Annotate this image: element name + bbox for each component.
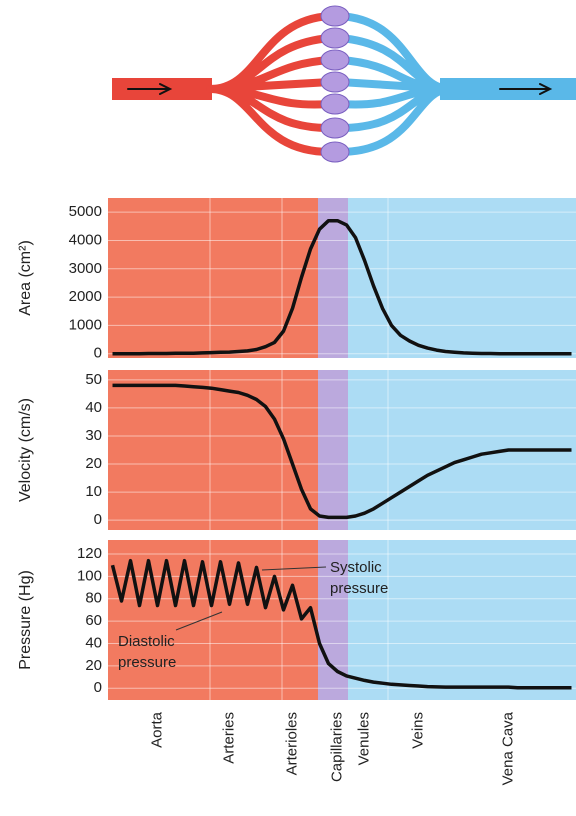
y-tick-label: 2000 bbox=[69, 288, 102, 305]
y-tick-label: 20 bbox=[85, 657, 102, 674]
capillary-beds bbox=[321, 6, 349, 162]
y-tick-label: 4000 bbox=[69, 231, 102, 248]
artery-branches bbox=[210, 16, 330, 152]
x-tick-label: Venules bbox=[355, 712, 372, 765]
y-tick-label: 80 bbox=[85, 590, 102, 607]
y-tick-label: 1000 bbox=[69, 316, 102, 333]
y-tick-label: 50 bbox=[85, 371, 102, 388]
y-tick-label: 30 bbox=[85, 427, 102, 444]
x-tick-label: Arterioles bbox=[283, 712, 300, 775]
vessel-illustration bbox=[112, 6, 576, 162]
vein-branches bbox=[340, 16, 450, 152]
y-tick-label: 120 bbox=[77, 545, 102, 562]
y-tick-label: 0 bbox=[94, 345, 102, 362]
annotation: Systolic bbox=[330, 559, 382, 576]
y-tick-label: 100 bbox=[77, 567, 102, 584]
region-background bbox=[348, 540, 576, 700]
x-tick-label: Aorta bbox=[148, 711, 165, 748]
x-tick-label: Capillaries bbox=[328, 712, 345, 782]
y-axis-label: Velocity (cm/s) bbox=[17, 398, 34, 502]
y-tick-label: 20 bbox=[85, 455, 102, 472]
annotation: Diastolic bbox=[118, 633, 175, 650]
x-tick-label: Veins bbox=[409, 712, 426, 749]
y-tick-label: 10 bbox=[85, 483, 102, 500]
x-tick-label: Vena Cava bbox=[499, 711, 516, 785]
y-tick-label: 0 bbox=[94, 511, 102, 528]
y-axis-label: Pressure (Hg) bbox=[17, 570, 34, 670]
region-background bbox=[318, 370, 348, 530]
y-tick-label: 5000 bbox=[69, 203, 102, 220]
region-background bbox=[108, 540, 318, 700]
region-background bbox=[348, 198, 576, 358]
annotation: pressure bbox=[330, 580, 388, 597]
y-tick-label: 60 bbox=[85, 612, 102, 629]
x-tick-label: Arteries bbox=[220, 712, 237, 764]
chart: 010002000300040005000Area (cm²)010203040… bbox=[0, 0, 576, 811]
y-tick-label: 0 bbox=[94, 679, 102, 696]
region-background bbox=[108, 198, 318, 358]
y-tick-label: 3000 bbox=[69, 260, 102, 277]
annotation: pressure bbox=[118, 654, 176, 671]
y-tick-label: 40 bbox=[85, 399, 102, 416]
y-tick-label: 40 bbox=[85, 634, 102, 651]
y-axis-label: Area (cm²) bbox=[17, 240, 34, 316]
